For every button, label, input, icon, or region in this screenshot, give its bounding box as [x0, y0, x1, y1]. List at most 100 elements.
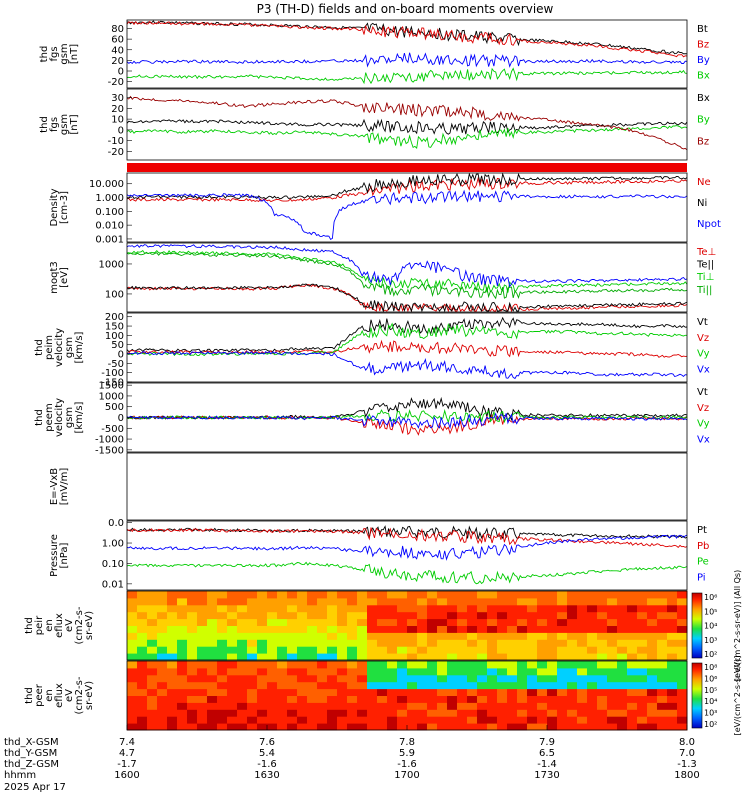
spectrogram-cell	[297, 681, 308, 690]
spectrogram-cell	[447, 597, 458, 606]
spectrogram-cell	[367, 646, 378, 654]
legend-label: Vy	[697, 349, 710, 360]
spectrogram-cell	[207, 618, 218, 626]
spectrogram-cell	[527, 716, 538, 724]
spectrogram-cell	[167, 604, 178, 613]
y-axis-label: (cm2-s-	[74, 676, 85, 714]
spectrogram-cell	[437, 639, 448, 647]
spectrogram-cell	[377, 639, 388, 647]
spectrogram-cell	[407, 702, 418, 710]
spectrogram-cell	[327, 604, 338, 613]
spectrogram-cell	[627, 625, 638, 633]
spectrogram-cell	[237, 702, 248, 710]
y-tick-label: -20	[108, 77, 124, 88]
series-line	[126, 408, 688, 424]
spectrogram-cell	[537, 604, 548, 613]
spectrogram-cell	[557, 646, 568, 654]
x-tick-label: 6.5	[539, 748, 555, 759]
y-axis-label: velocity	[54, 398, 65, 437]
spectrogram-cell	[647, 611, 658, 620]
spectrogram-cell	[607, 716, 618, 724]
spectrogram-cell	[237, 667, 248, 676]
spectrogram-cell	[557, 618, 568, 626]
spectrogram-cell	[157, 632, 168, 640]
spectrogram-cell	[137, 723, 148, 731]
spectrogram-cell	[277, 716, 288, 724]
spectrogram-cell	[627, 681, 638, 690]
spectrogram-cell	[597, 639, 608, 647]
spectrogram-cell	[487, 667, 498, 676]
spectrogram-cell	[137, 639, 148, 647]
spectrogram-cell	[137, 653, 148, 661]
legend-label: Vz	[697, 333, 709, 344]
spectrogram-cell	[177, 661, 188, 669]
spectrogram-cell	[297, 716, 308, 724]
spectrogram-cell	[277, 661, 288, 669]
spectrogram-cell	[597, 632, 608, 640]
spectrogram-cell	[327, 709, 338, 717]
spectrogram-cell	[327, 667, 338, 676]
spectrogram-cell	[507, 653, 518, 661]
spectrogram-cell	[477, 688, 488, 696]
spectrogram-cell	[537, 591, 548, 599]
spectrogram-cell	[627, 611, 638, 620]
spectrogram-cell	[127, 604, 138, 613]
spectrogram-cell	[377, 632, 388, 640]
spectrogram-cell	[357, 646, 368, 654]
spectrogram-cell	[437, 681, 448, 690]
spectrogram-cell	[237, 618, 248, 626]
spectrogram-cell	[257, 646, 268, 654]
spectrogram-cell	[217, 625, 228, 633]
spectrogram-cell	[587, 667, 598, 676]
spectrogram-cell	[517, 695, 528, 703]
spectrogram-cell	[397, 716, 408, 724]
spectrogram-cell	[497, 702, 508, 710]
spectrogram-cell	[267, 639, 278, 647]
spectrogram-cell	[207, 702, 218, 710]
spectrogram-cell	[597, 653, 608, 661]
spectrogram-cell	[557, 716, 568, 724]
spectrogram-cell	[587, 646, 598, 654]
spectrogram-cell	[617, 618, 628, 626]
spectrogram-cell	[547, 688, 558, 696]
spectrogram-cell	[627, 667, 638, 676]
x-tick-label: 1700	[394, 770, 419, 781]
spectrogram-cell	[147, 716, 158, 724]
spectrogram-cell	[627, 723, 638, 731]
spectrogram-cell	[637, 688, 648, 696]
spectrogram-cell	[347, 597, 358, 606]
y-axis-label: peim	[44, 335, 55, 360]
spectrogram-cell	[477, 604, 488, 613]
spectrogram-cell	[257, 681, 268, 690]
spectrogram-cell	[447, 695, 458, 703]
spectrogram-cell	[357, 702, 368, 710]
spectrogram-cell	[567, 661, 578, 669]
y-axis-label: thd	[24, 617, 35, 634]
spectrogram-cell	[377, 604, 388, 613]
spectrogram-cell	[537, 618, 548, 626]
spectrogram-cell	[457, 639, 468, 647]
spectrogram-cell	[327, 688, 338, 696]
legend-label: Ti⊥	[696, 272, 714, 283]
spectrogram-cell	[377, 646, 388, 654]
spectrogram-cell	[437, 723, 448, 731]
spectrogram-cell	[177, 591, 188, 599]
spectrogram-cell	[667, 646, 678, 654]
spectrogram-cell	[677, 688, 688, 696]
spectrogram-cell	[187, 674, 198, 683]
spectrogram-cell	[197, 653, 208, 661]
spectrogram-cell	[487, 681, 498, 690]
y-axis-label: peem	[44, 403, 55, 431]
spectrogram-cell	[567, 639, 578, 647]
spectrogram-cell	[677, 646, 688, 654]
spectrogram-cell	[387, 625, 398, 633]
spectrogram-cell	[567, 681, 578, 690]
spectrogram-cell	[527, 597, 538, 606]
spectrogram-cell	[567, 667, 578, 676]
spectrogram-cell	[287, 702, 298, 710]
spectrogram-cell	[617, 625, 628, 633]
spectrogram-cell	[447, 674, 458, 683]
spectrogram-cell	[677, 625, 688, 633]
spectrogram-cell	[557, 625, 568, 633]
spectrogram-cell	[407, 653, 418, 661]
